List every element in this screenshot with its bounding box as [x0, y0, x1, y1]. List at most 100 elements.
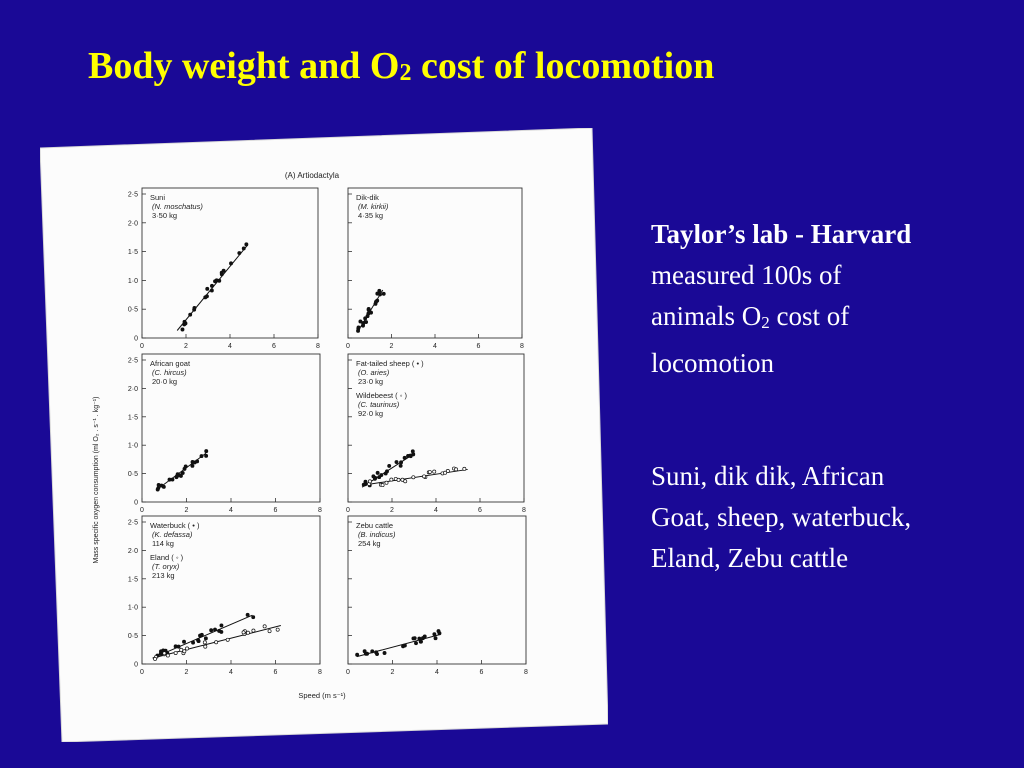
data-point: [363, 479, 368, 484]
data-point: [356, 325, 361, 330]
data-point: [161, 484, 166, 489]
x-tick-label: 2: [184, 343, 188, 350]
panel-suni: 0 0·5 1·0 1·5 2·0 2·5 0 2 4 6 8 Suni(N. moschatus)3…: [128, 187, 320, 350]
data-point: [370, 649, 375, 654]
y-tick-label: 2·0: [128, 386, 138, 393]
data-point: [377, 475, 382, 480]
y-tick-label: 1·5: [128, 249, 138, 256]
data-point: [174, 475, 179, 480]
data-point: [156, 482, 161, 487]
data-point: [433, 636, 438, 641]
data-point: [191, 640, 196, 645]
panel-species-name: Fat-tailed sheep ( • ): [356, 359, 424, 368]
side-text-paragraph-1: Taylor’s lab - Harvard measured 100s of …: [651, 219, 912, 378]
x-tick-label: 8: [522, 507, 526, 514]
data-point: [387, 463, 392, 468]
x-tick-label: 2: [185, 507, 189, 514]
y-tick-label: 1·0: [128, 443, 138, 450]
data-point: [182, 319, 187, 324]
data-point: [225, 637, 230, 642]
y-tick-label: 0: [134, 662, 138, 669]
panel-species-latin: (T. oryx): [152, 562, 180, 571]
panel-sheep: 0 2 4 6 8 Fat-tailed sheep ( • )(O. aries)23·…: [346, 353, 526, 514]
data-point: [190, 463, 195, 468]
data-point: [204, 453, 209, 458]
x-tick-label: 8: [520, 343, 524, 350]
data-point: [401, 644, 406, 649]
data-point: [180, 327, 185, 332]
x-tick-label: 6: [477, 343, 481, 350]
y-tick-label: 2·0: [128, 548, 138, 555]
figure-y-axis-label: Mass specific oxygen consumption (ml O₂ …: [93, 397, 100, 564]
data-point: [399, 460, 404, 465]
data-point: [196, 638, 200, 643]
regression-line: [155, 452, 207, 491]
panel-body-mass: 23·0 kg: [358, 377, 383, 386]
data-point: [432, 632, 437, 637]
data-point: [229, 261, 233, 266]
data-point: [244, 242, 249, 247]
scanned-figure: (A) Artiodactyla Mass specific oxygen co…: [40, 128, 608, 742]
figure-x-axis-label: Speed (m s⁻¹): [298, 691, 346, 700]
data-point: [182, 639, 186, 644]
data-point: [422, 634, 427, 639]
data-point: [219, 623, 224, 628]
y-tick-label: 0: [134, 500, 138, 507]
data-point: [213, 279, 217, 284]
x-tick-label: 0: [140, 343, 144, 350]
panel-species-name: Dik-dik: [356, 193, 379, 202]
data-point: [380, 483, 385, 488]
panel-dikdik: 0 2 4 6 8 Dik-dik(M. kirkii)4·35 kg: [346, 187, 524, 350]
data-point: [462, 466, 467, 471]
x-tick-label: 0: [346, 669, 350, 676]
y-tick-label: 2·5: [128, 520, 138, 527]
side-text-paragraph-2: Suni, dik dik, African Goat, sheep, wate…: [651, 461, 912, 573]
x-tick-label: 6: [478, 507, 482, 514]
data-point: [402, 455, 407, 460]
data-point: [411, 475, 416, 480]
data-point: [408, 454, 413, 459]
panel-species-name: Suni: [150, 193, 165, 202]
data-point: [419, 639, 423, 644]
panel-species-latin: (N. moschatus): [152, 202, 203, 211]
data-point: [358, 319, 363, 324]
data-point: [209, 628, 214, 633]
x-tick-label: 6: [272, 343, 276, 350]
data-point: [365, 651, 370, 656]
figure-heading: (A) Artiodactyla: [285, 171, 340, 180]
x-tick-label: 4: [434, 507, 438, 514]
data-point: [400, 477, 405, 482]
panel-goat: 0 0·5 1·0 1·5 2·0 2·5 0 2 4 6 8 African goat(C. hir…: [128, 353, 322, 514]
regression-line: [356, 633, 441, 658]
y-tick-label: 1·0: [128, 278, 138, 285]
data-point: [192, 306, 197, 310]
slide-title: Body weight and O2 cost of locomotion: [88, 45, 715, 87]
data-point: [366, 307, 371, 312]
data-point: [361, 321, 366, 326]
data-point: [180, 470, 185, 475]
data-point: [417, 636, 422, 641]
x-tick-label: 0: [346, 343, 350, 350]
data-point: [356, 328, 360, 333]
x-tick-label: 0: [346, 507, 350, 514]
data-point: [245, 612, 250, 617]
x-tick-label: 6: [274, 669, 278, 676]
data-point: [204, 294, 209, 299]
data-point: [156, 486, 161, 490]
panel-zebu: 0 2 4 6 8 Zebu cattle(B. indicus)254 kg: [346, 515, 528, 676]
data-point: [205, 286, 210, 291]
data-point: [217, 628, 222, 633]
panel-body-mass: 114 kg: [152, 539, 174, 548]
data-point: [375, 652, 379, 656]
data-point: [411, 452, 416, 457]
panel-species-name: Wildebeest ( ◦ ): [356, 391, 408, 400]
data-point: [432, 469, 437, 474]
data-point: [377, 288, 382, 293]
data-point: [165, 653, 170, 658]
data-point: [199, 632, 204, 637]
data-point: [241, 246, 246, 251]
x-tick-label: 4: [435, 669, 439, 676]
data-point: [153, 656, 158, 661]
y-tick-label: 1·5: [128, 414, 138, 421]
x-tick-label: 2: [391, 669, 395, 676]
